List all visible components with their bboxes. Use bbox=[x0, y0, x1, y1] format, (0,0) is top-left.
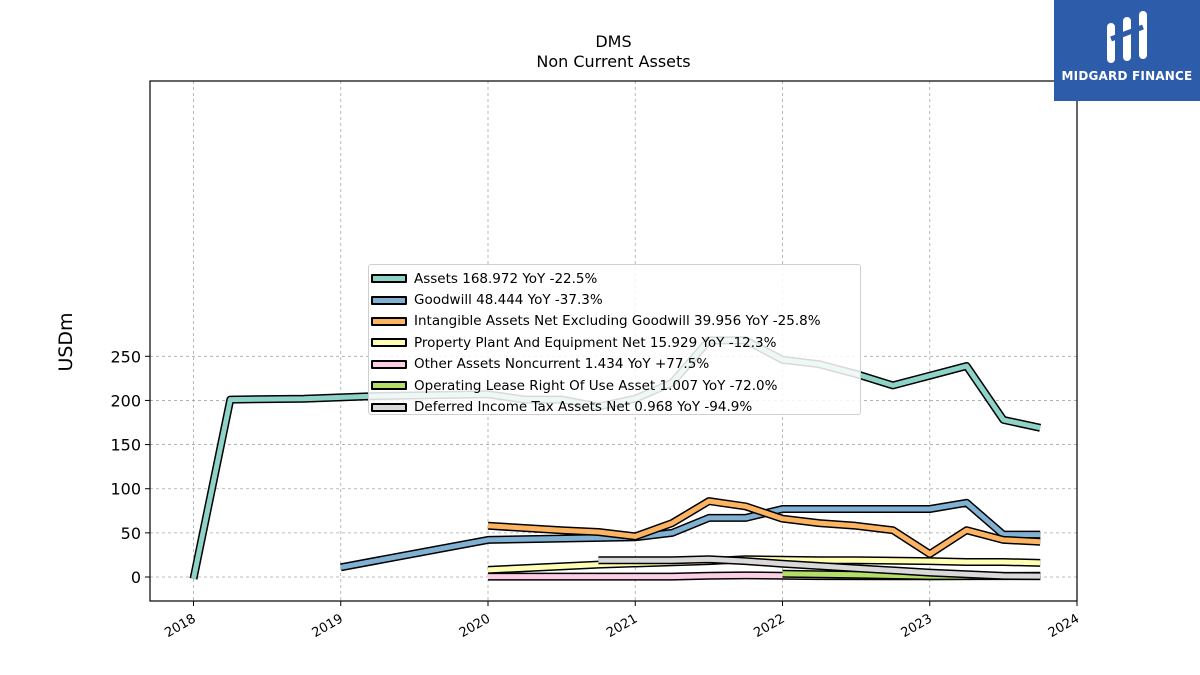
legend-swatch bbox=[371, 316, 407, 326]
legend-item: Operating Lease Right Of Use Asset 1.007… bbox=[369, 375, 860, 396]
chart-title: DMS bbox=[595, 32, 632, 51]
chart-subtitle: Non Current Assets bbox=[536, 52, 691, 71]
legend-item: Deferred Income Tax Assets Net 0.968 YoY… bbox=[369, 396, 860, 417]
legend-label: Property Plant And Equipment Net 15.929 … bbox=[414, 334, 777, 351]
y-tick-label: 150 bbox=[110, 436, 141, 455]
legend-swatch bbox=[371, 402, 407, 412]
x-tick-label: 2020 bbox=[457, 611, 493, 641]
y-axis-label: USDm bbox=[55, 312, 77, 372]
legend-swatch bbox=[371, 359, 407, 369]
legend-swatch bbox=[371, 274, 407, 284]
x-tick-label: 2023 bbox=[899, 611, 935, 641]
legend-label: Goodwill 48.444 YoY -37.3% bbox=[414, 292, 603, 309]
x-tick-label: 2018 bbox=[162, 611, 198, 641]
x-tick-label: 2022 bbox=[751, 611, 787, 641]
y-tick-label: 250 bbox=[110, 347, 141, 366]
legend-label: Other Assets Noncurrent 1.434 YoY +77.5% bbox=[414, 356, 710, 373]
x-tick-label: 2019 bbox=[310, 611, 346, 641]
legend-label: Deferred Income Tax Assets Net 0.968 YoY… bbox=[414, 399, 753, 416]
midgard-logo-icon bbox=[1107, 11, 1147, 63]
y-tick-label: 200 bbox=[110, 391, 141, 410]
legend-item: Goodwill 48.444 YoY -37.3% bbox=[369, 289, 860, 310]
series-outline-2 bbox=[487, 497, 1041, 558]
logo: MIDGARD FINANCE bbox=[1054, 0, 1200, 101]
x-tick-label: 2024 bbox=[1046, 611, 1082, 641]
legend-label: Intangible Assets Net Excluding Goodwill… bbox=[414, 313, 821, 330]
legend-swatch bbox=[371, 295, 407, 305]
legend: Assets 168.972 YoY -22.5% Goodwill 48.444… bbox=[368, 264, 861, 415]
legend-item: Other Assets Noncurrent 1.434 YoY +77.5% bbox=[369, 354, 860, 375]
plot-frame bbox=[149, 80, 1078, 602]
y-tick-label: 0 bbox=[131, 568, 141, 587]
x-tick-label: 2021 bbox=[604, 611, 640, 641]
legend-label: Operating Lease Right Of Use Asset 1.007… bbox=[414, 377, 778, 394]
legend-item: Intangible Assets Net Excluding Goodwill… bbox=[369, 311, 860, 332]
y-tick-label: 50 bbox=[121, 524, 141, 543]
legend-item: Assets 168.972 YoY -22.5% bbox=[369, 268, 860, 289]
legend-item: Property Plant And Equipment Net 15.929 … bbox=[369, 332, 860, 353]
logo-text: MIDGARD FINANCE bbox=[1061, 69, 1193, 83]
series-line-6 bbox=[598, 556, 1041, 579]
series-line-2 bbox=[487, 498, 1041, 557]
legend-label: Assets 168.972 YoY -22.5% bbox=[414, 270, 598, 287]
legend-swatch bbox=[371, 381, 407, 391]
legend-swatch bbox=[371, 338, 407, 348]
y-tick-label: 100 bbox=[110, 480, 141, 499]
